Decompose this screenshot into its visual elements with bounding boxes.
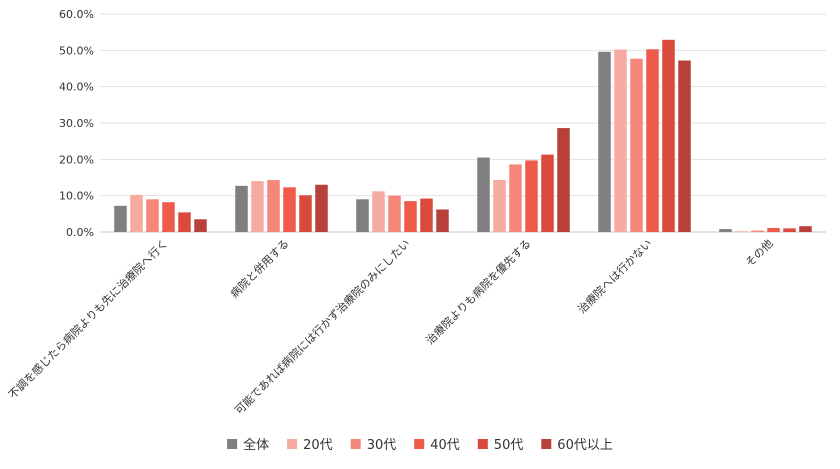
legend: 全体 20代 30代 40代 50代 60代以上 (227, 437, 613, 453)
bar (525, 160, 538, 232)
bars (114, 39, 812, 233)
bar (477, 157, 490, 232)
x-category-label: その他 (743, 237, 776, 270)
bar (372, 191, 385, 232)
x-axis-categories: 不調を感じたら病院よりも先に治療院へ行く 病院と併用する可能であれば病院には行かず… (5, 236, 775, 417)
bar (356, 199, 369, 232)
x-category-label: 病院と併用する (227, 236, 291, 300)
legend-label: 60代以上 (557, 438, 613, 453)
bar (541, 154, 554, 232)
bar (598, 51, 611, 232)
gridlines (100, 13, 826, 233)
bar (662, 39, 675, 232)
bar (646, 49, 659, 232)
bar (557, 128, 570, 232)
legend-swatch (350, 439, 361, 449)
bar (283, 187, 296, 232)
bar (404, 201, 417, 232)
y-tick-label: 20.0% (59, 153, 94, 166)
bar (436, 209, 449, 232)
legend-label: 50代 (494, 438, 524, 453)
bar (799, 226, 812, 232)
bar (267, 180, 280, 232)
y-tick-label: 10.0% (59, 190, 94, 203)
bar (751, 230, 764, 232)
bar (315, 184, 328, 232)
legend-swatch (287, 439, 298, 449)
bar (251, 181, 264, 232)
bar (194, 219, 207, 232)
y-axis-ticks: 0.0% 10.0% 20.0% 30.0% 40.0% 50.0% 60.0% (59, 8, 94, 239)
y-tick-label: 60.0% (59, 8, 94, 21)
y-tick-label: 40.0% (59, 81, 94, 94)
bar (678, 60, 691, 233)
legend-label: 20代 (303, 438, 333, 453)
bar (420, 198, 433, 232)
legend-label: 30代 (367, 438, 397, 453)
y-tick-label: 0.0% (66, 226, 94, 239)
legend-label: 全体 (243, 437, 269, 453)
bar (493, 180, 506, 232)
bar (114, 205, 127, 232)
bar (162, 202, 175, 232)
bar (630, 58, 643, 232)
x-category-label: 不調を感じたら病院よりも先に治療院へ行く (5, 236, 170, 401)
bar (719, 229, 732, 232)
bar (509, 164, 522, 232)
bar (235, 185, 248, 232)
bar (146, 199, 159, 232)
legend-label: 40代 (430, 438, 460, 453)
bar (783, 228, 796, 232)
legend-swatch (414, 439, 425, 449)
y-tick-label: 50.0% (59, 44, 94, 57)
x-category-label: 治療院よりも病院を優先する (423, 236, 534, 347)
bar (614, 49, 627, 232)
bar (178, 212, 191, 232)
y-tick-label: 30.0% (59, 117, 94, 130)
bar (735, 231, 748, 232)
bar (767, 228, 780, 232)
bar (299, 195, 312, 232)
x-category-label: 治療院へは行かない (575, 236, 655, 316)
legend-swatch (227, 439, 238, 449)
legend-swatch (477, 439, 488, 449)
bar (388, 195, 401, 232)
legend-swatch (541, 439, 552, 449)
bar (130, 194, 143, 232)
